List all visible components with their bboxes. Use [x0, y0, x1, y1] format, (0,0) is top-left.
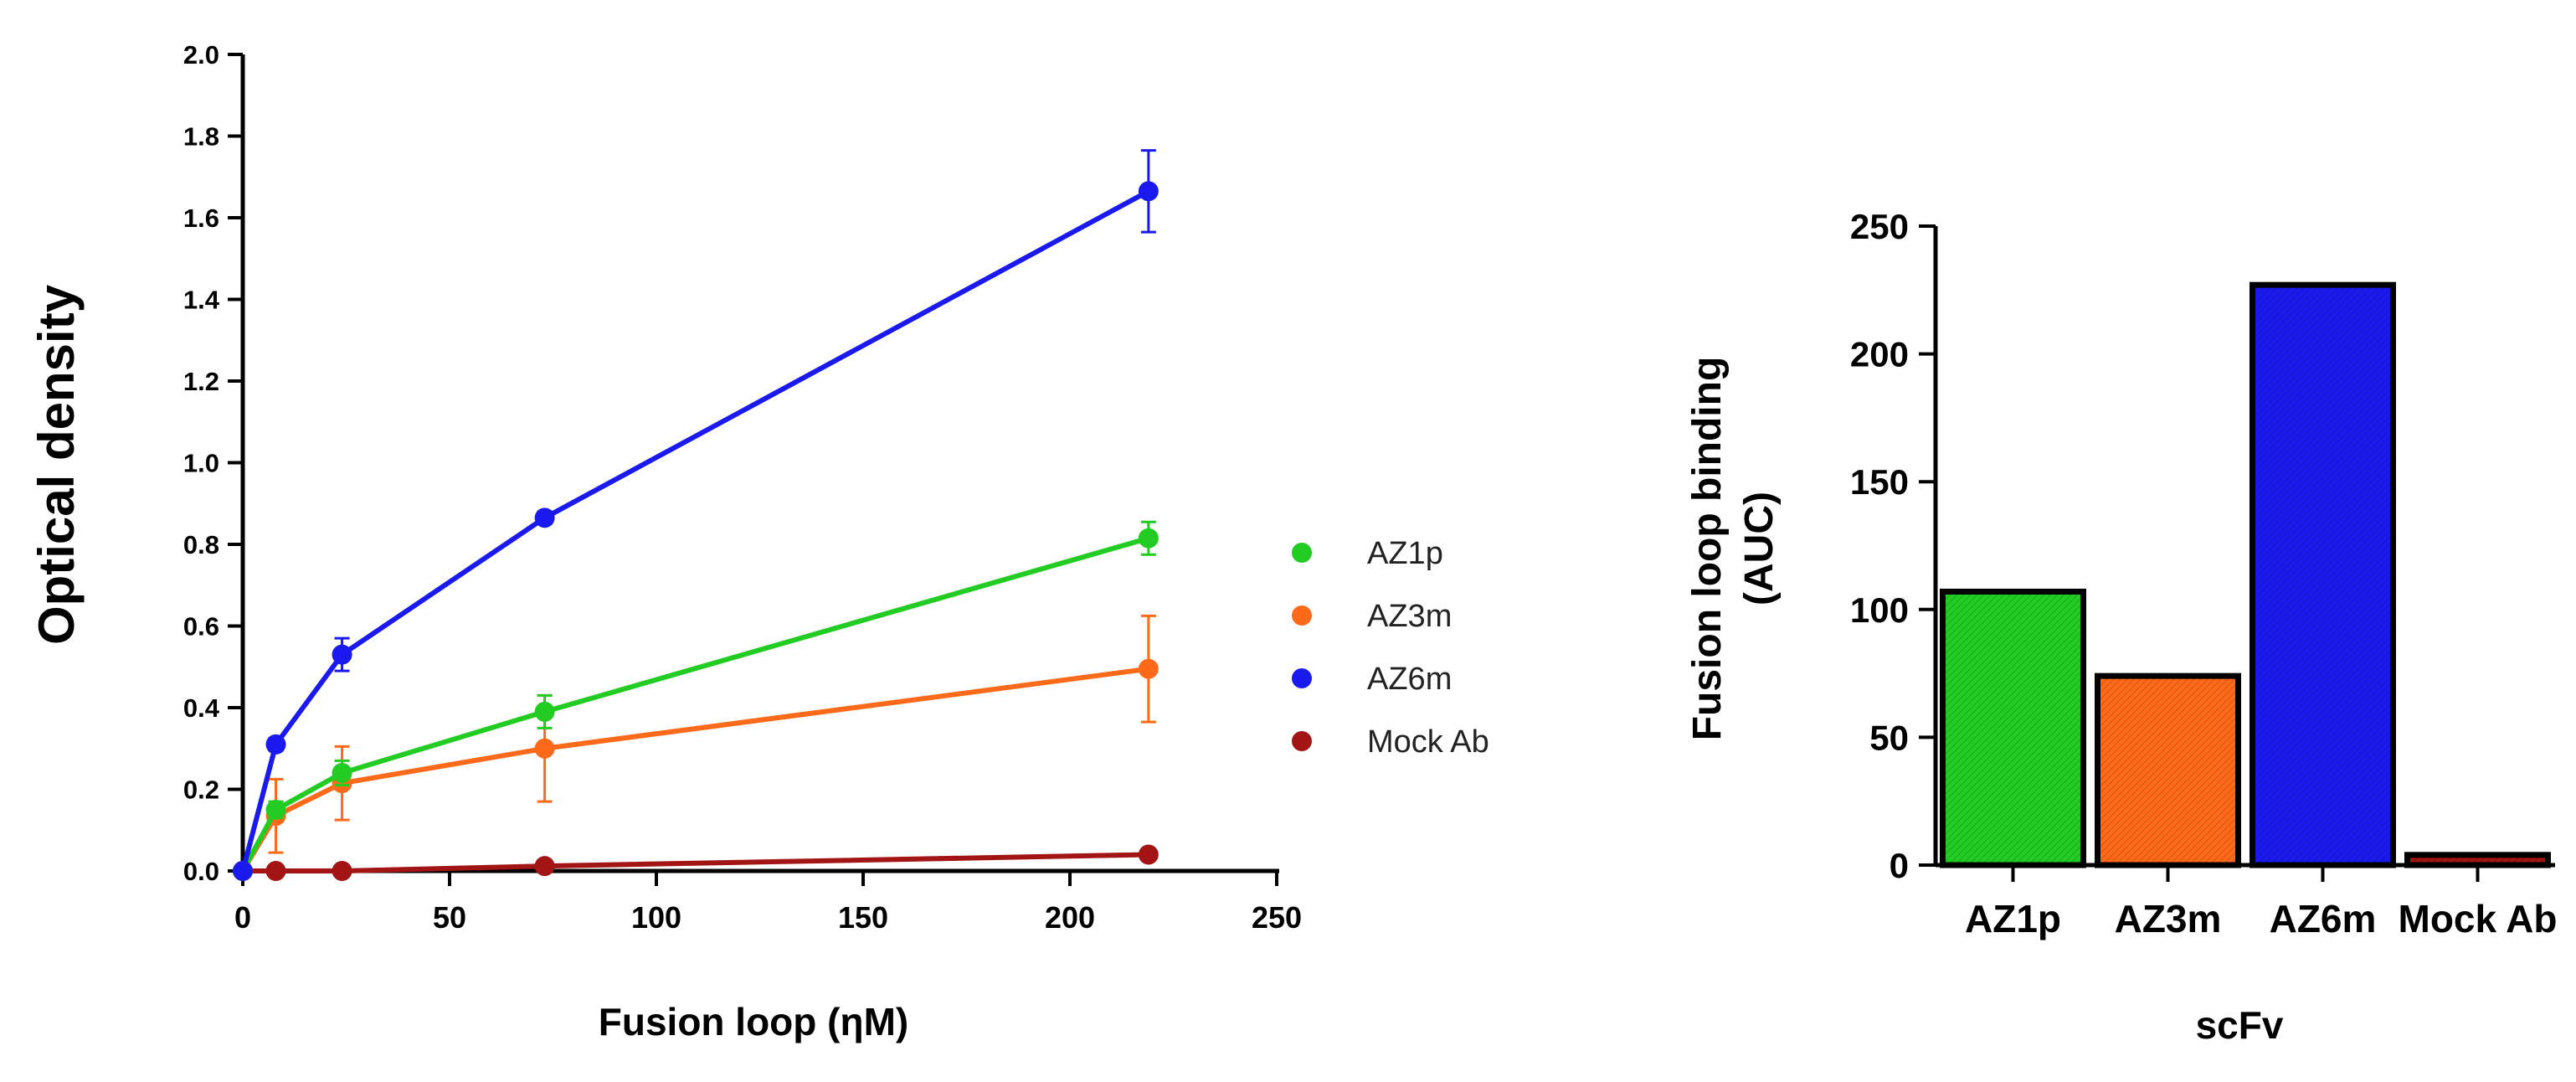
data-point-az3m [1138, 658, 1159, 679]
series-mock-ab [233, 844, 1159, 881]
bar-chart-y-axis-title-line2: (AUC) [1737, 492, 1782, 605]
legend-label: AZ3m [1367, 599, 1452, 634]
bar-chart-y-tick-label: 250 [1850, 207, 1909, 246]
data-point-az1p [332, 763, 352, 783]
bar-texture [1942, 591, 2084, 865]
bar-chart-x-axis-title: scFv [2196, 1003, 2284, 1047]
legend-label: AZ1p [1367, 536, 1443, 571]
line-chart-y-tick-label: 0.6 [183, 612, 219, 641]
bar-chart-y-ticks: 0 50 100 150 200 250 [1850, 207, 1936, 885]
data-point-mock-ab [534, 856, 555, 877]
line-chart-y-ticks: 0.0 0.2 0.4 0.6 0.8 1.0 1.2 1.4 1.6 1.8 2.0 [183, 40, 243, 886]
bar-chart-y-tick-label: 100 [1850, 590, 1909, 630]
bar-chart-y-tick-label: 0 [1890, 846, 1909, 885]
series-line-az6m [240, 188, 1150, 872]
data-point-mock-ab [332, 861, 352, 881]
bar-chart-x-label-az6m: AZ6m [2270, 897, 2377, 940]
bar-chart-bars [1940, 281, 2551, 868]
line-chart-x-tick-label: 200 [1045, 900, 1095, 935]
line-chart: 0.0 0.2 0.4 0.6 0.8 1.0 1.2 1.4 1.6 1.8 2.0 0 50 100… [28, 40, 1489, 1043]
data-point-az6m [332, 644, 352, 665]
bar-texture [2407, 854, 2548, 865]
legend-item-az1p: AZ1p [1292, 536, 1443, 571]
legend-marker [1292, 543, 1312, 563]
line-chart-axes [240, 54, 1279, 873]
bar-chart: 0 50 100 150 200 250 AZ1p AZ3m AZ6m Mock Ab Fusi… [1685, 207, 2557, 1047]
bar-az3m [2095, 672, 2241, 868]
bar-chart-y-tick-label: 50 [1869, 718, 1909, 757]
bar-texture [2252, 285, 2393, 865]
legend-item-az6m: AZ6m [1292, 662, 1452, 697]
data-point-mock-ab [1138, 844, 1159, 865]
line-chart-series [233, 149, 1159, 881]
bar-chart-y-axis-title-line1: Fusion loop binding [1685, 357, 1730, 741]
legend-item-az3m: AZ3m [1292, 599, 1452, 634]
legend-marker [1292, 731, 1312, 751]
line-chart-y-axis-title: Optical density [28, 284, 85, 645]
line-chart-y-tick-label: 1.8 [183, 122, 219, 152]
line-chart-y-tick-label: 2.0 [183, 40, 219, 70]
bar-chart-y-axis-title: Fusion loop binding (AUC) [1685, 357, 1782, 741]
line-chart-y-tick-label: 1.4 [183, 286, 220, 315]
line-chart-y-tick-label: 1.6 [183, 204, 219, 233]
line-chart-y-tick-label: 1.2 [183, 367, 219, 396]
series-az1p [233, 520, 1159, 881]
data-point-az1p [265, 799, 286, 820]
line-chart-y-tick-label: 0.0 [183, 857, 219, 886]
bar-chart-x-label-az1p: AZ1p [1965, 897, 2061, 940]
bar-chart-y-tick-label: 150 [1850, 462, 1909, 502]
line-chart-x-tick-label: 150 [838, 900, 888, 935]
legend-marker [1292, 605, 1312, 626]
data-point-az6m [534, 508, 555, 528]
data-point-az3m [534, 738, 555, 759]
line-chart-legend: AZ1p AZ3m AZ6m Mock Ab [1292, 536, 1489, 760]
bar-az6m [2250, 281, 2396, 868]
bar-texture [2097, 676, 2239, 865]
line-chart-y-tick-label: 0.4 [183, 693, 220, 723]
legend-label: AZ6m [1367, 662, 1452, 697]
series-az6m [233, 149, 1159, 881]
data-point-mock-ab [265, 861, 286, 881]
legend-marker [1292, 668, 1312, 688]
line-chart-x-tick-label: 250 [1252, 900, 1302, 935]
data-point-az6m [265, 734, 286, 755]
data-point-az6m [1138, 181, 1159, 202]
data-point-az1p [534, 701, 555, 722]
line-chart-x-tick-label: 50 [433, 900, 466, 935]
line-chart-x-tick-label: 100 [631, 900, 681, 935]
line-chart-y-tick-label: 0.8 [183, 530, 219, 559]
data-point-az6m [233, 861, 253, 881]
bar-chart-x-label-az3m: AZ3m [2115, 897, 2222, 940]
bar-chart-y-tick-label: 200 [1850, 335, 1909, 374]
series-line-az1p [240, 535, 1149, 873]
bar-chart-x-label-mock-ab: Mock Ab [2399, 897, 2558, 940]
line-chart-y-tick-label: 1.0 [183, 449, 219, 478]
data-point-az1p [1138, 528, 1159, 549]
legend-label: Mock Ab [1367, 724, 1489, 760]
line-chart-x-tick-label: 0 [234, 900, 251, 935]
legend-item-mock-ab: Mock Ab [1292, 724, 1489, 760]
bar-chart-x-labels: AZ1p AZ3m AZ6m Mock Ab [1965, 865, 2557, 940]
bar-az1p [1940, 588, 2086, 868]
series-line-az3m [240, 666, 1149, 873]
series-az3m [233, 614, 1159, 881]
line-chart-x-axis-title: Fusion loop (ηM) [599, 1000, 908, 1043]
line-chart-y-tick-label: 0.2 [183, 775, 219, 805]
series-line-mock-ab [243, 852, 1149, 873]
line-chart-x-ticks: 0 50 100 150 200 250 [234, 871, 1302, 935]
bar-mock-ab [2404, 852, 2551, 868]
